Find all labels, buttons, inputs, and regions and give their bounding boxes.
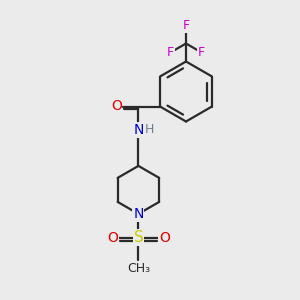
Text: N: N (133, 207, 144, 221)
Text: CH₃: CH₃ (127, 262, 150, 275)
Text: O: O (107, 231, 118, 245)
Text: O: O (159, 231, 170, 245)
Text: O: O (111, 100, 122, 113)
Text: F: F (182, 19, 190, 32)
Text: H: H (145, 123, 154, 136)
Text: F: F (198, 46, 205, 59)
Text: N: N (133, 123, 144, 137)
Text: S: S (134, 230, 143, 245)
Text: F: F (167, 46, 174, 59)
